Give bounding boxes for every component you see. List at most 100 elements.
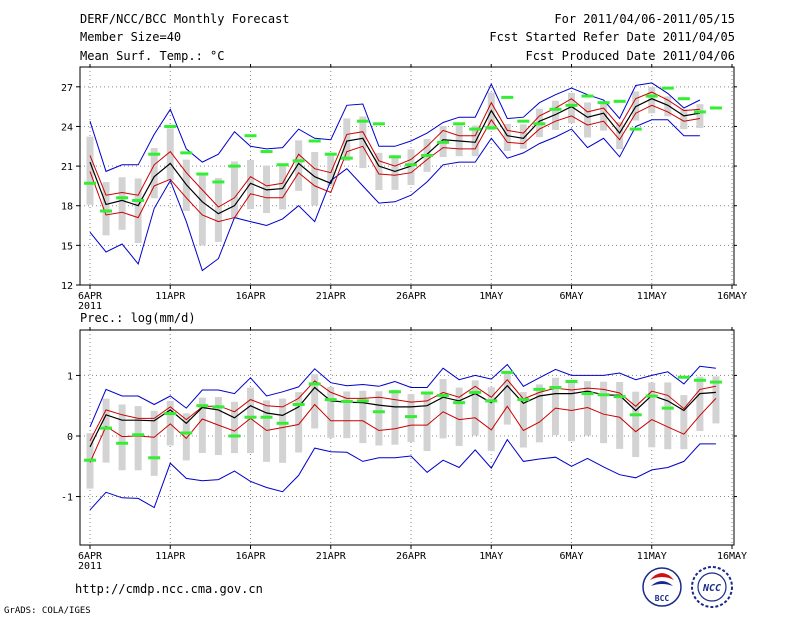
- ensemble-box: [102, 182, 110, 236]
- source-url[interactable]: http://cmdp.ncc.cma.gov.cn: [75, 582, 263, 596]
- x-tick-label: 11MAY: [637, 551, 667, 562]
- member-mark: [517, 398, 530, 402]
- ncc-logo: NCC: [691, 566, 733, 608]
- member-mark: [549, 107, 562, 111]
- ensemble-box: [86, 136, 94, 205]
- ensemble-mean-line: [89, 98, 700, 215]
- member-mark: [372, 122, 385, 126]
- ensemble-box: [166, 128, 174, 181]
- member-mark: [116, 441, 129, 445]
- svg-text:BCC: BCC: [655, 594, 670, 603]
- member-mark: [629, 413, 642, 417]
- member-mark: [292, 402, 305, 406]
- member-mark: [501, 370, 514, 374]
- member-mark: [453, 401, 466, 405]
- ensemble-box: [247, 387, 254, 454]
- ensemble-box: [295, 140, 303, 191]
- member-mark: [260, 415, 273, 419]
- ensemble-box: [680, 109, 688, 130]
- ensemble-box: [150, 410, 158, 476]
- precipitation-panel: 6APR 11APR 16APR 21APR 26APR 1MAY 6MAY 11MAY 16M…: [61, 327, 747, 572]
- member-mark: [84, 458, 96, 462]
- y-tick-label: 15: [61, 241, 73, 252]
- member-mark: [469, 127, 482, 131]
- member-mark: [132, 433, 145, 437]
- member-mark: [565, 103, 578, 107]
- ensemble-min-line: [89, 438, 716, 511]
- ensemble-box: [214, 397, 222, 456]
- ensemble-box: [551, 377, 559, 436]
- member-mark: [228, 434, 241, 438]
- y-tick-label: 1: [67, 371, 73, 382]
- member-mark: [148, 456, 161, 460]
- member-mark: [453, 122, 466, 126]
- member-mark: [180, 431, 193, 435]
- ensemble-box: [375, 152, 383, 191]
- member-size-label: Member Size=40: [80, 30, 181, 44]
- member-mark: [437, 140, 450, 144]
- panel-title-precipitation: Prec.: log(mm/d): [80, 311, 196, 325]
- ensemble-box: [102, 398, 110, 463]
- ensemble-box: [439, 379, 447, 439]
- member-mark: [84, 181, 96, 185]
- ensemble-box: [455, 387, 463, 446]
- member-mark: [388, 390, 401, 394]
- forecast-period: For 2011/04/06-2011/05/15: [554, 12, 735, 26]
- ensemble-box: [327, 387, 335, 438]
- ensemble-box: [214, 177, 222, 242]
- member-mark: [517, 119, 530, 123]
- figure-title: DERF/NCC/BCC Monthly Forecast: [80, 12, 290, 26]
- ensemble-box: [487, 387, 495, 451]
- x-tick-label: 6APR: [78, 551, 103, 562]
- ensemble-box: [279, 163, 287, 210]
- y-tick-label: 21: [61, 162, 73, 173]
- member-mark: [308, 139, 321, 143]
- ensemble-box: [664, 382, 672, 450]
- forecast-produced-date: Fcst Produced Date 2011/04/06: [525, 49, 735, 63]
- member-mark: [613, 99, 626, 103]
- year-label: 2011: [78, 561, 102, 572]
- member-mark: [437, 393, 450, 397]
- ensemble-box: [118, 404, 126, 471]
- x-tick-label: 6APR: [78, 291, 103, 302]
- member-mark: [661, 406, 674, 410]
- x-tick-label: 6MAY: [559, 551, 583, 562]
- ensemble-box: [616, 381, 624, 449]
- member-mark: [260, 150, 273, 154]
- year-label: 2011: [78, 301, 102, 312]
- member-mark: [388, 155, 401, 159]
- forecast-start-date: Fcst Started Refer Date 2011/04/05: [489, 30, 735, 44]
- member-mark: [485, 399, 498, 403]
- member-mark: [340, 399, 353, 403]
- ensemble-box: [375, 391, 383, 446]
- ensemble-box: [359, 390, 367, 444]
- member-mark: [164, 412, 177, 416]
- member-mark: [405, 163, 417, 167]
- ensemble-box: [680, 395, 688, 450]
- ensemble-box: [279, 398, 287, 463]
- x-tick-label: 11MAY: [637, 291, 667, 302]
- x-tick-label: 21APR: [316, 291, 347, 302]
- member-mark: [308, 382, 321, 386]
- member-mark: [196, 404, 209, 408]
- temperature-panel: 6APR 11APR 16APR 21APR 26APR 1MAY 6MAY 11MAY 16M…: [61, 64, 747, 312]
- member-mark: [421, 391, 434, 395]
- member-mark: [405, 415, 417, 419]
- x-tick-label: 1MAY: [479, 291, 503, 302]
- ensemble-box: [664, 96, 672, 117]
- ensemble-box: [632, 391, 640, 458]
- ensemble-box: [295, 392, 303, 453]
- member-mark: [693, 378, 706, 382]
- member-mark: [292, 159, 305, 163]
- ensemble-box: [311, 152, 319, 206]
- member-mark: [533, 387, 546, 391]
- x-tick-label: 6MAY: [559, 291, 583, 302]
- ensemble-box: [247, 159, 254, 210]
- member-mark: [180, 151, 193, 155]
- member-mark: [100, 209, 113, 213]
- ensemble-box: [696, 104, 704, 128]
- ensemble-box: [648, 382, 656, 448]
- y-tick-label: 12: [61, 281, 73, 292]
- ensemble-box: [519, 124, 527, 149]
